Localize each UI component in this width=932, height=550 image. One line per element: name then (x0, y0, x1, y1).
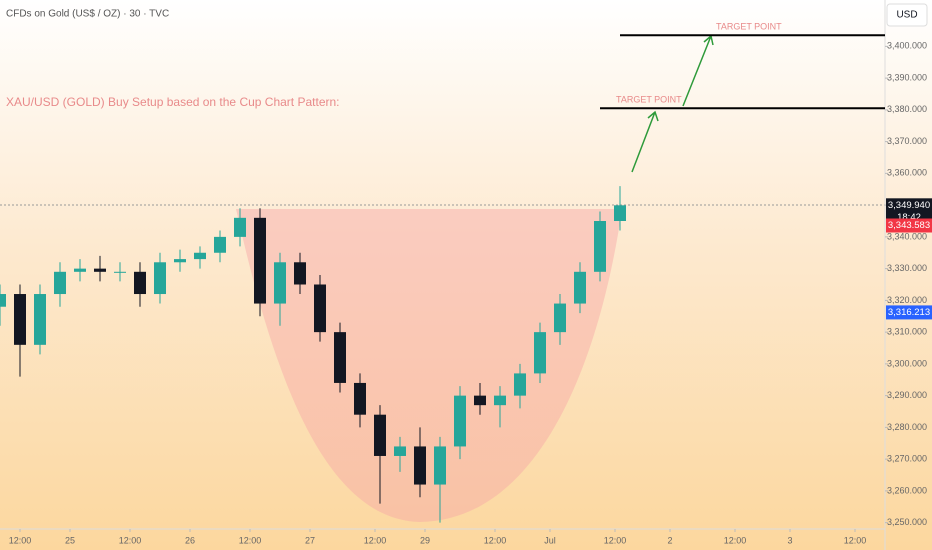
candle-body (534, 332, 546, 374)
y-tick-label: 3,270.000 (887, 454, 927, 464)
candle-body (54, 271, 66, 295)
y-tick-label: 3,290.000 (887, 390, 927, 400)
y-tick-label: 3,400.000 (887, 41, 927, 51)
candle-body (34, 294, 46, 345)
x-tick-label: Jul (544, 535, 556, 545)
candle-body (94, 268, 106, 272)
x-tick-label: 12:00 (239, 535, 262, 545)
candle-body (554, 303, 566, 333)
chart-title: CFDs on Gold (US$ / OZ) · 30 · TVC (6, 9, 169, 20)
candle-body (0, 294, 6, 307)
x-tick-label: 12:00 (484, 535, 507, 545)
candle-body (274, 262, 286, 304)
currency: USD (896, 10, 917, 21)
candle-body (414, 446, 426, 485)
candle-body (14, 294, 26, 345)
y-tick-label: 3,390.000 (887, 72, 927, 82)
price-label: 3,349.940 (888, 200, 930, 211)
candle-body (434, 446, 446, 485)
candle-body (514, 373, 526, 396)
x-tick-label: 2 (667, 535, 672, 545)
candle-body (114, 271, 126, 273)
candle-body (334, 332, 346, 383)
arrow (631, 110, 659, 173)
candle-body (454, 395, 466, 447)
annotation: XAU/USD (GOLD) Buy Setup based on the Cu… (6, 95, 340, 109)
y-tick-label: 3,360.000 (887, 168, 927, 178)
candle-body (354, 382, 366, 415)
candle-body (374, 414, 386, 456)
candle-body (234, 217, 246, 237)
candle-body (474, 395, 486, 406)
candle-body (174, 259, 186, 263)
y-tick-label: 3,330.000 (887, 263, 927, 273)
x-tick-label: 12:00 (364, 535, 387, 545)
candle-body (294, 262, 306, 285)
y-tick-label: 3,260.000 (887, 485, 927, 495)
x-tick-label: 12:00 (844, 535, 867, 545)
y-tick-label: 3,320.000 (887, 295, 927, 305)
candle-body (134, 271, 146, 295)
candle-body (214, 236, 226, 253)
price-label-box (886, 218, 932, 233)
candle-body (314, 284, 326, 333)
x-tick-label: 29 (420, 535, 430, 545)
y-tick-label: 3,340.000 (887, 231, 927, 241)
candle-body (494, 395, 506, 406)
x-tick-label: 25 (65, 535, 75, 545)
candle-body (614, 205, 626, 221)
x-tick-label: 12:00 (9, 535, 32, 545)
candle-body (254, 217, 266, 304)
price-label-box (886, 305, 932, 320)
target-label: TARGET POINT (716, 22, 782, 32)
candle-body (594, 220, 606, 272)
y-tick-label: 3,370.000 (887, 136, 927, 146)
candle-body (74, 268, 86, 272)
y-tick-label: 3,280.000 (887, 422, 927, 432)
y-tick-label: 3,380.000 (887, 104, 927, 114)
candle-body (574, 271, 586, 304)
candle-body (154, 262, 166, 295)
candle-body (394, 446, 406, 456)
target-label: TARGET POINT (616, 95, 682, 105)
x-tick-label: 26 (185, 535, 195, 545)
x-tick-label: 12:00 (604, 535, 627, 545)
x-tick-label: 27 (305, 535, 315, 545)
candle-body (194, 252, 206, 260)
cup-shape (236, 209, 622, 522)
price-label: 3,316.213 (888, 307, 930, 318)
x-tick-label: 12:00 (119, 535, 142, 545)
x-tick-label: 12:00 (724, 535, 747, 545)
y-tick-label: 3,310.000 (887, 327, 927, 337)
currency-button[interactable] (886, 3, 928, 27)
price-label: 3,343.583 (888, 220, 930, 231)
y-tick-label: 3,300.000 (887, 358, 927, 368)
x-tick-label: 3 (787, 535, 792, 545)
countdown: 18:42 (897, 212, 921, 223)
y-tick-label: 3,250.000 (887, 517, 927, 527)
